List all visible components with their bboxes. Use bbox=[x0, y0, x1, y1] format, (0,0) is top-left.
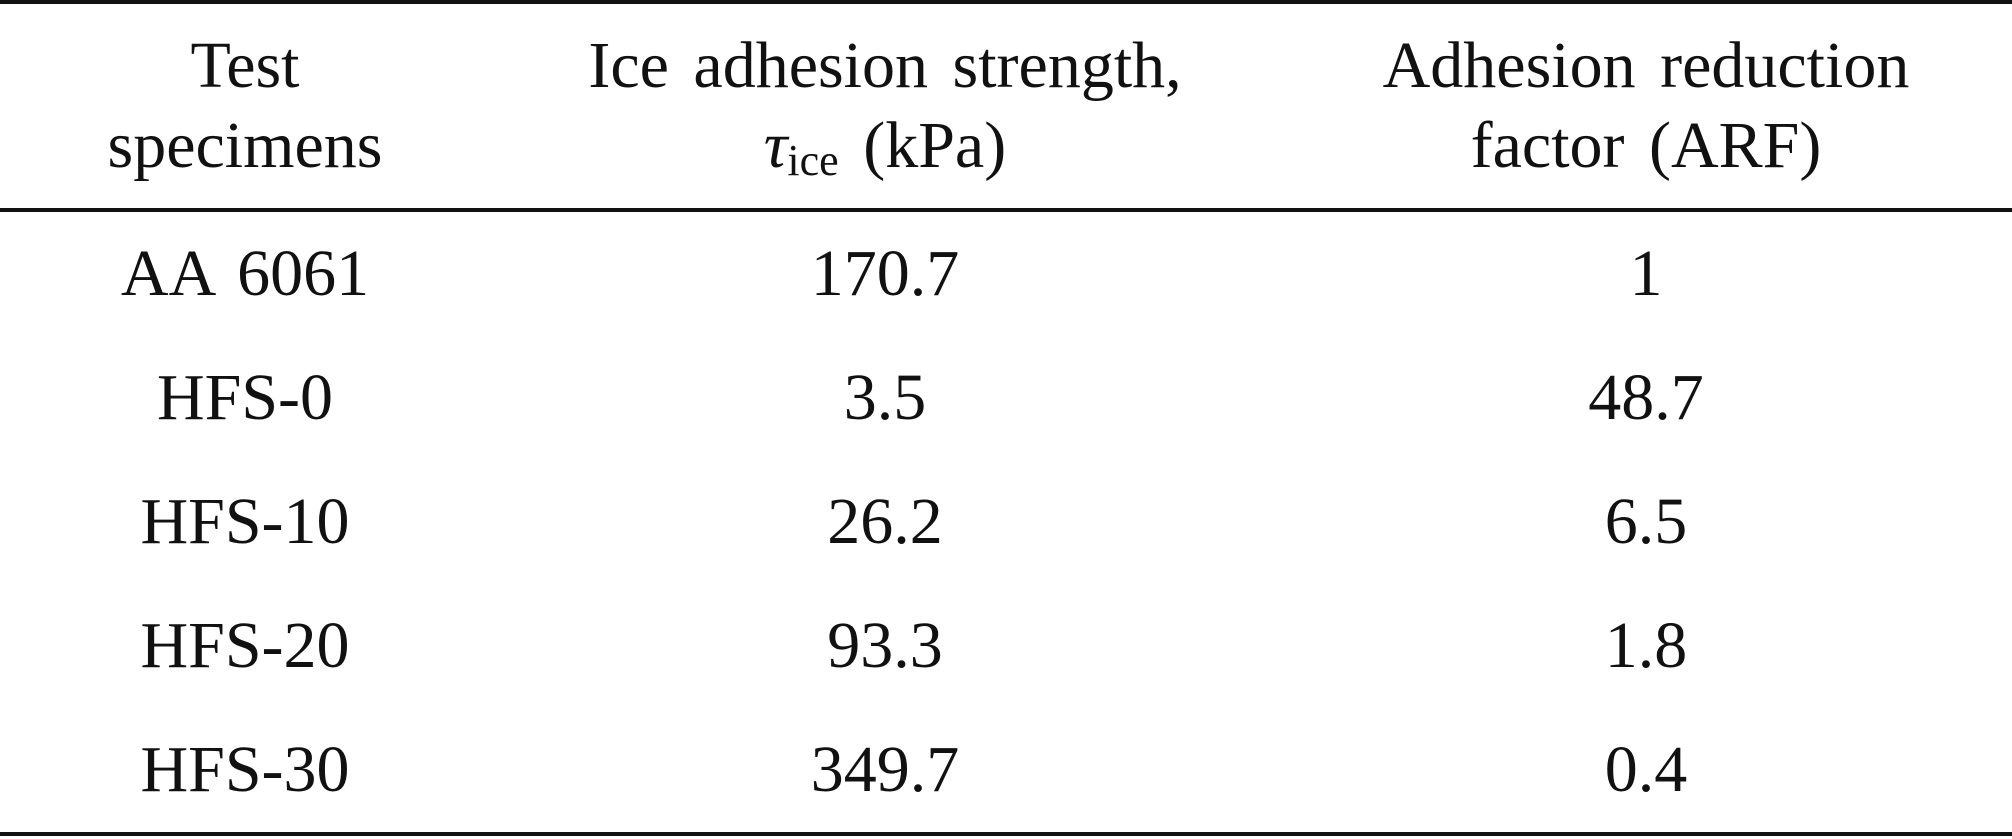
header-col3-line2: factor (ARF) bbox=[1470, 109, 1822, 182]
cell-strength: 349.7 bbox=[810, 733, 960, 806]
header-adhesion-reduction-factor: Adhesion reduction factor (ARF) bbox=[1280, 26, 2012, 186]
table-top-rule bbox=[0, 0, 2012, 4]
header-col2-line1: Ice adhesion strength, bbox=[588, 29, 1182, 102]
table-row: AA 6061 170.7 1 bbox=[0, 212, 2012, 336]
header-col1-line1: Test bbox=[190, 29, 300, 102]
header-col2-line2: τice (kPa) bbox=[490, 106, 1280, 201]
cell-strength: 3.5 bbox=[843, 361, 927, 434]
cell-arf: 1.8 bbox=[1604, 609, 1688, 682]
table-header-rule bbox=[0, 208, 2012, 212]
cell-strength: 170.7 bbox=[810, 237, 960, 310]
table-header: Test specimens Ice adhesion strength, τi… bbox=[0, 4, 2012, 208]
cell-arf: 1 bbox=[1629, 237, 1663, 310]
cell-arf: 6.5 bbox=[1604, 485, 1688, 558]
header-col3-line1: Adhesion reduction bbox=[1382, 29, 1910, 102]
header-col1-line2: specimens bbox=[107, 109, 383, 182]
cell-arf: 48.7 bbox=[1588, 361, 1704, 434]
tau-symbol: τ bbox=[763, 109, 788, 182]
cell-strength: 93.3 bbox=[827, 609, 943, 682]
table-bottom-rule bbox=[0, 832, 2012, 836]
table-row: HFS-10 26.2 6.5 bbox=[0, 460, 2012, 584]
cell-specimen: HFS-20 bbox=[140, 609, 350, 682]
cell-strength: 26.2 bbox=[827, 485, 943, 558]
table-row: HFS-0 3.5 48.7 bbox=[0, 336, 2012, 460]
table-row: HFS-20 93.3 1.8 bbox=[0, 584, 2012, 708]
cell-arf: 0.4 bbox=[1604, 733, 1688, 806]
header-col2-unit: (kPa) bbox=[863, 109, 1007, 182]
header-ice-adhesion-strength: Ice adhesion strength, τice (kPa) bbox=[490, 26, 1280, 201]
cell-specimen: HFS-0 bbox=[156, 361, 334, 434]
cell-specimen: AA 6061 bbox=[120, 237, 370, 310]
tau-subscript: ice bbox=[787, 136, 839, 185]
cell-specimen: HFS-30 bbox=[140, 733, 350, 806]
table-row: HFS-30 349.7 0.4 bbox=[0, 708, 2012, 832]
header-test-specimens: Test specimens bbox=[0, 26, 490, 186]
cell-specimen: HFS-10 bbox=[140, 485, 350, 558]
table-body: AA 6061 170.7 1 HFS-0 3.5 48.7 HFS-10 26… bbox=[0, 212, 2012, 832]
